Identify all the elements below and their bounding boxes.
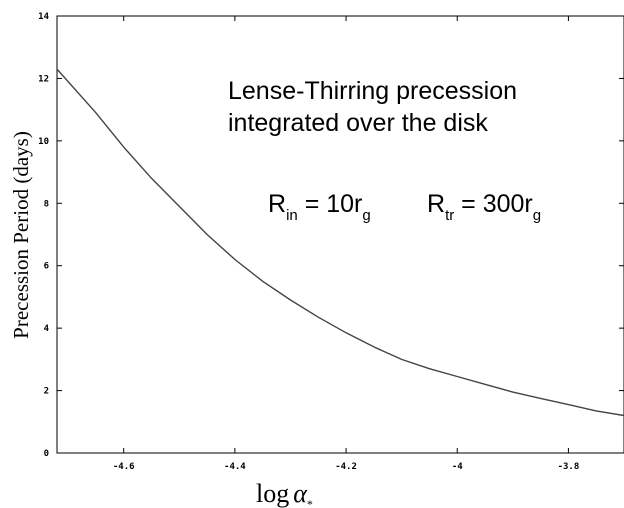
y-tick-label: 2 [44, 387, 49, 397]
annotation-line-1: Lense-Thirring precession [228, 77, 517, 105]
y-tick-label: 6 [44, 262, 49, 272]
annotation-r-tr: Rtr = 300rg [427, 190, 541, 224]
y-tick-label: 8 [44, 199, 49, 209]
y-tick-label: 14 [38, 12, 49, 22]
y-tick-label: 0 [44, 449, 49, 459]
x-tick-label: -4 [452, 462, 463, 472]
y-tick-label: 12 [38, 74, 49, 84]
x-axis-label: log α* [256, 479, 313, 508]
y-tick-label: 4 [44, 324, 50, 334]
x-tick-label: -4.6 [113, 462, 135, 472]
x-tick-label: -4.2 [335, 462, 357, 472]
y-tick-label: 10 [38, 137, 49, 147]
y-axis-label: Precession Period (days) [9, 131, 33, 339]
series-line-precession-period [56, 68, 624, 417]
x-tick-label: -4.4 [224, 462, 246, 472]
annotation-r-in: Rin = 10rg [268, 190, 371, 224]
x-axis-ticks: -4.6 -4.4 -4.2 -4 -3.8 [113, 16, 579, 472]
x-tick-label: -3.8 [558, 462, 580, 472]
plot-frame [56, 15, 624, 454]
y-axis-ticks: 0 2 4 6 8 10 12 14 [38, 12, 624, 459]
annotation-line-2: integrated over the disk [228, 109, 488, 137]
